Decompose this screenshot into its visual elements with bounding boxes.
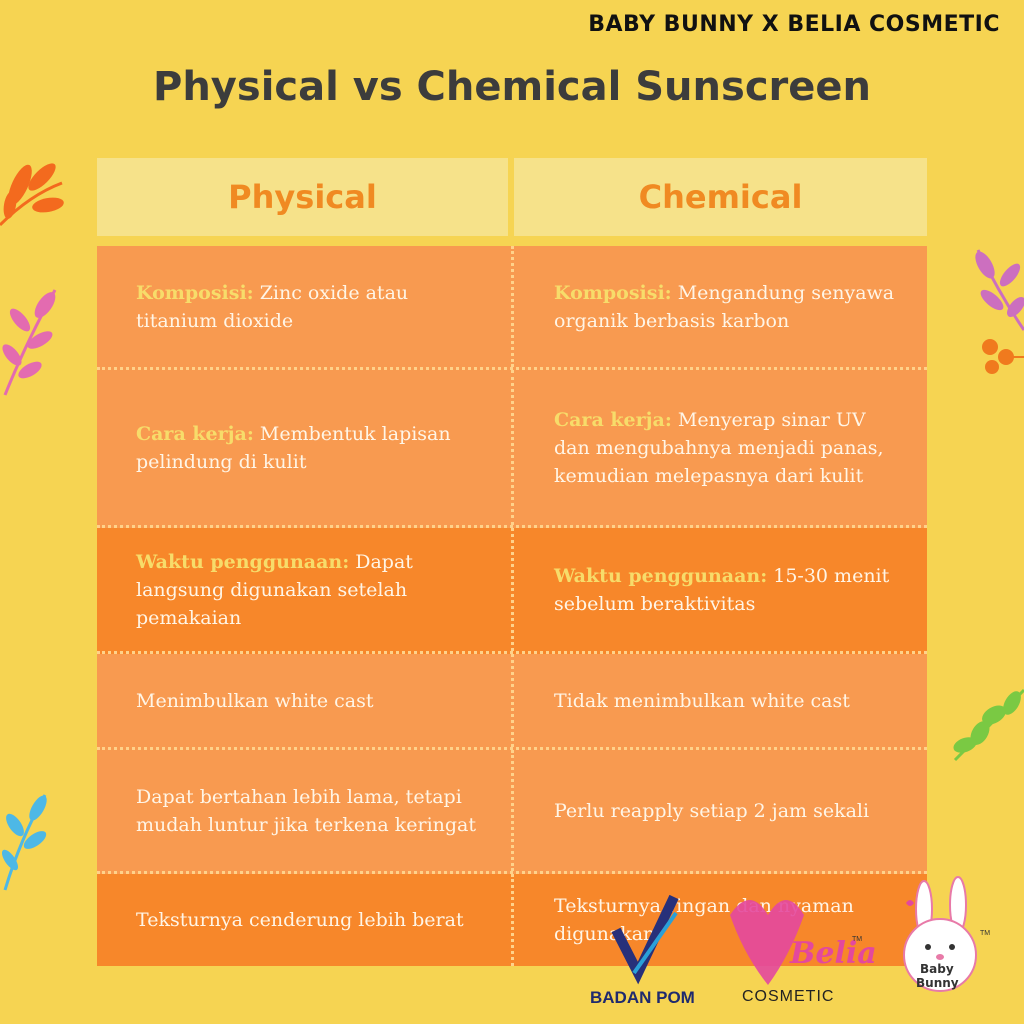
cell-key: Cara kerja: — [136, 422, 254, 445]
baby-bunny-text-1: Baby — [920, 962, 954, 976]
cell-text: Tidak menimbulkan white cast — [554, 689, 850, 712]
table-row: Komposisi: Zinc oxide atau titanium diox… — [97, 246, 927, 370]
table-cell-physical: Dapat bertahan lebih lama, tetapi mudah … — [97, 750, 512, 871]
cell-text: Zinc oxide atau titanium dioxide — [136, 281, 409, 332]
belia-tm: TM — [852, 936, 862, 943]
cell-text: Dapat bertahan lebih lama, tetapi mudah … — [136, 785, 477, 836]
table-row: Waktu penggunaan: Dapat langsung digunak… — [97, 528, 927, 654]
belia-script-text: Belia — [789, 936, 877, 971]
table-row: Cara kerja: Membentuk lapisan pelindung … — [97, 370, 927, 528]
badan-pom-text: BADAN POM — [590, 988, 695, 1007]
cell-text: Menyerap sinar UV dan mengubahnya menjad… — [554, 408, 884, 487]
cell-text: Dapat langsung digunakan setelah pemakai… — [136, 550, 413, 629]
column-header-chemical: Chemical — [514, 158, 927, 236]
baby-bunny-text-2: Bunny — [916, 976, 959, 990]
table-cell-physical: Komposisi: Zinc oxide atau titanium diox… — [97, 246, 512, 367]
table-cell-physical: Teksturnya cenderung lebih berat — [97, 874, 512, 966]
cell-key: Cara kerja: — [554, 408, 672, 431]
table-cell-chemical: Komposisi: Mengandung senyawa organik be… — [512, 246, 927, 367]
cell-key: Komposisi: — [554, 281, 672, 304]
page-title: Physical vs Chemical Sunscreen — [153, 64, 871, 110]
table-cell-chemical: Waktu penggunaan: 15-30 menit sebelum be… — [512, 528, 927, 651]
partner-logos: BADAN POM Belia COSMETIC TM Baby Bunny T… — [590, 876, 990, 1007]
cell-text: Menimbulkan white cast — [136, 689, 374, 712]
cell-key: Waktu penggunaan: — [136, 550, 350, 573]
cell-text: Mengandung senyawa organik berbasis karb… — [554, 281, 895, 332]
orange-leaf-icon — [0, 163, 64, 227]
table-cell-chemical: Perlu reapply setiap 2 jam sekali — [512, 750, 927, 871]
table-cell-chemical: Tidak menimbulkan white cast — [512, 654, 927, 747]
table-cell-physical: Cara kerja: Membentuk lapisan pelindung … — [97, 370, 512, 525]
cell-text: Teksturnya cenderung lebih berat — [136, 909, 464, 931]
cell-key: Komposisi: — [136, 281, 254, 304]
column-header-physical: Physical — [97, 158, 508, 236]
blue-leaf-icon — [1, 794, 47, 891]
brand-header: BABY BUNNY X BELIA COSMETIC — [588, 12, 1000, 37]
table-cell-physical: Waktu penggunaan: Dapat langsung digunak… — [97, 528, 512, 651]
cell-text: Perlu reapply setiap 2 jam sekali — [554, 799, 870, 822]
table-row: Menimbulkan white cast Tidak menimbulkan… — [97, 654, 927, 750]
table-cell-physical: Menimbulkan white cast — [97, 654, 512, 747]
table-row: Dapat bertahan lebih lama, tetapi mudah … — [97, 750, 927, 874]
cell-text: Membentuk lapisan pelindung di kulit — [136, 422, 451, 473]
cell-key: Waktu penggunaan: — [554, 564, 768, 587]
purple-leaf-icon — [975, 249, 1024, 331]
baby-bunny-logo: Baby Bunny TM — [903, 876, 990, 992]
cell-text: 15-30 menit sebelum beraktivitas — [554, 564, 890, 615]
belia-logo: Belia COSMETIC TM — [730, 900, 877, 1005]
green-leaf-icon — [953, 688, 1024, 762]
comparison-table: Komposisi: Zinc oxide atau titanium diox… — [97, 246, 927, 966]
baby-bunny-tm: TM — [980, 930, 990, 937]
belia-cosmetic-text: COSMETIC — [742, 988, 834, 1005]
pink-leaf-icon — [2, 289, 57, 396]
table-cell-chemical: Cara kerja: Menyerap sinar UV dan mengub… — [512, 370, 927, 525]
badan-pom-logo: BADAN POM — [590, 894, 695, 1007]
berry-icon — [982, 339, 1024, 374]
